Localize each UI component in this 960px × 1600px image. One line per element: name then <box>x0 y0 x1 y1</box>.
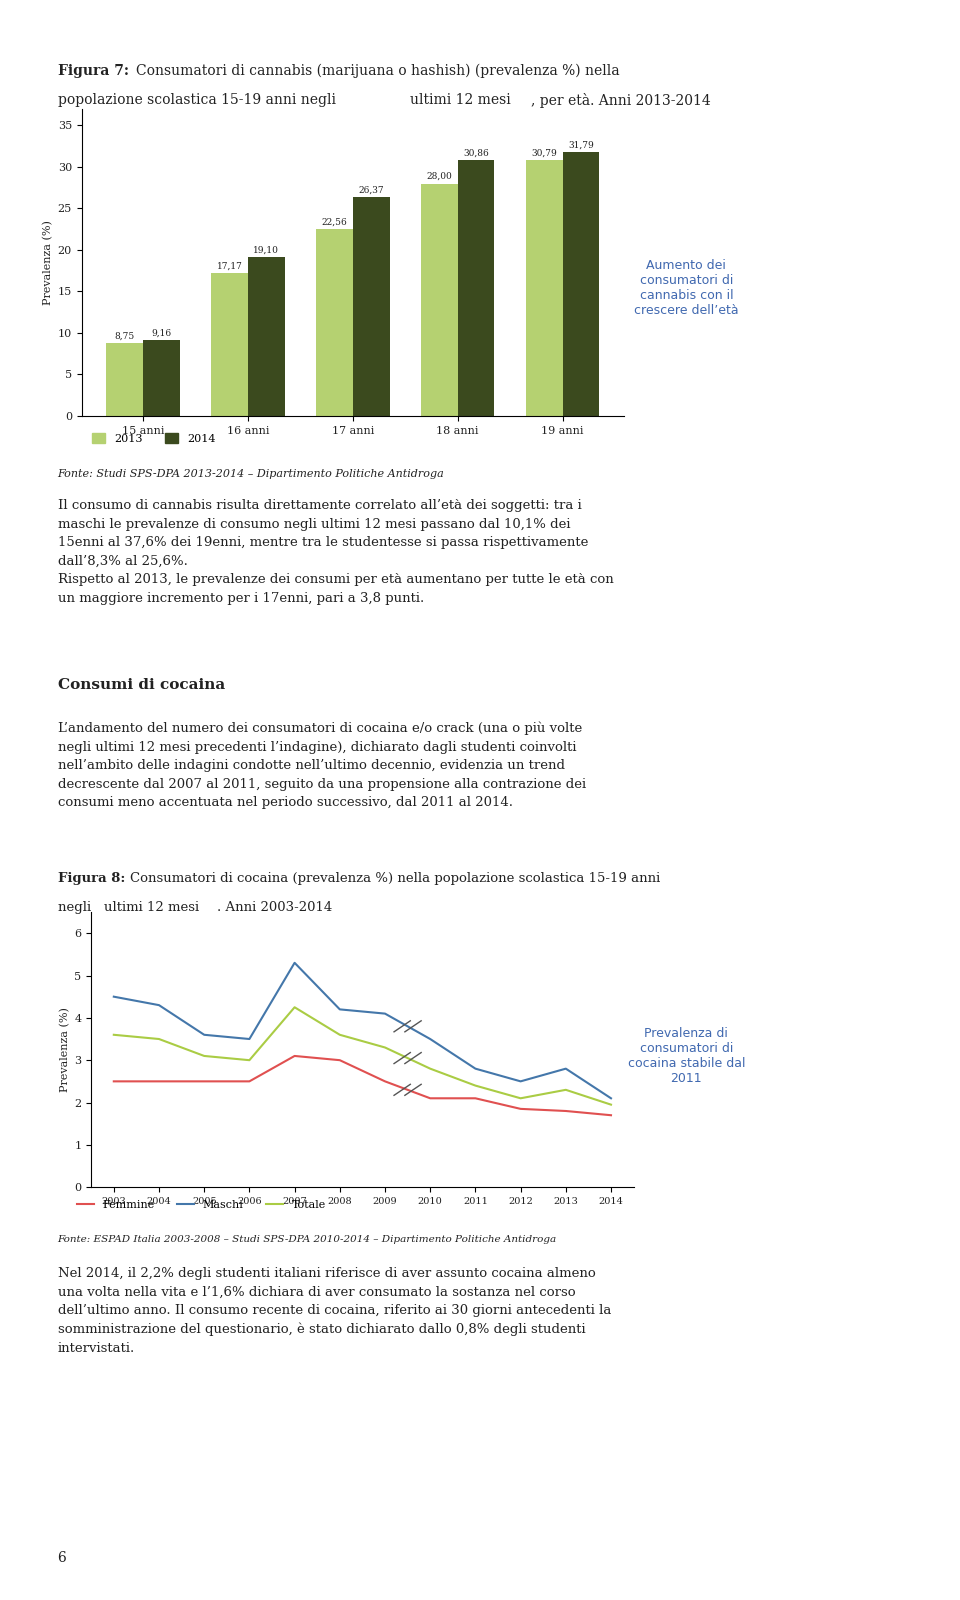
Bar <box>421 184 458 416</box>
Text: 22,56: 22,56 <box>322 218 348 226</box>
Text: 19,10: 19,10 <box>253 246 279 254</box>
Text: popolazione scolastica 15-19 anni negli: popolazione scolastica 15-19 anni negli <box>58 93 340 107</box>
Text: 6: 6 <box>58 1550 66 1565</box>
Text: Prevalenza di
consumatori di
cocaina stabile dal
2011: Prevalenza di consumatori di cocaina sta… <box>628 1027 745 1085</box>
Text: Fonte: ESPAD Italia 2003-2008 – Studi SPS-DPA 2010-2014 – Dipartimento Politiche: Fonte: ESPAD Italia 2003-2008 – Studi SP… <box>58 1235 557 1245</box>
Text: Consumatori di cannabis (marijuana o hashish) (prevalenza %) nella: Consumatori di cannabis (marijuana o has… <box>136 64 620 78</box>
Bar <box>107 344 143 416</box>
Bar <box>563 152 599 416</box>
Text: Figura 8:: Figura 8: <box>58 872 125 885</box>
Text: 26,37: 26,37 <box>358 186 384 195</box>
Text: 8,75: 8,75 <box>114 331 134 341</box>
Text: Consumatori di cocaina (prevalenza %) nella popolazione scolastica 15-19 anni: Consumatori di cocaina (prevalenza %) ne… <box>130 872 660 885</box>
Text: negli: negli <box>58 901 95 914</box>
Legend: Femmine, Maschi, Totale: Femmine, Maschi, Totale <box>73 1195 330 1214</box>
Bar <box>143 339 180 416</box>
Text: Figura 7:: Figura 7: <box>58 64 129 78</box>
Y-axis label: Prevalenza (%): Prevalenza (%) <box>43 219 54 306</box>
Bar <box>316 229 352 416</box>
Legend: 2013, 2014: 2013, 2014 <box>87 429 220 448</box>
Bar <box>211 274 248 416</box>
Text: L’andamento del numero dei consumatori di cocaina e/o crack (una o più volte
neg: L’andamento del numero dei consumatori d… <box>58 722 586 810</box>
Text: Consumi di cocaina: Consumi di cocaina <box>58 678 225 693</box>
Bar <box>458 160 494 416</box>
Y-axis label: Prevalenza (%): Prevalenza (%) <box>60 1006 70 1093</box>
Text: 31,79: 31,79 <box>568 141 594 149</box>
Text: Nel 2014, il 2,2% degli studenti italiani riferisce di aver assunto cocaina alme: Nel 2014, il 2,2% degli studenti italian… <box>58 1267 611 1355</box>
Text: 9,16: 9,16 <box>152 328 172 338</box>
Text: ultimi 12 mesi: ultimi 12 mesi <box>104 901 199 914</box>
Text: , per età. Anni 2013-2014: , per età. Anni 2013-2014 <box>531 93 710 107</box>
Text: Aumento dei
consumatori di
cannabis con il
crescere dell’età: Aumento dei consumatori di cannabis con … <box>635 259 738 317</box>
Text: ultimi 12 mesi: ultimi 12 mesi <box>410 93 511 107</box>
Text: 17,17: 17,17 <box>217 262 243 270</box>
Bar <box>248 258 284 416</box>
Bar <box>352 197 390 416</box>
Text: 30,86: 30,86 <box>463 149 489 157</box>
Text: Il consumo di cannabis risulta direttamente correlato all’età dei soggetti: tra : Il consumo di cannabis risulta direttame… <box>58 499 613 605</box>
Text: . Anni 2003-2014: . Anni 2003-2014 <box>217 901 332 914</box>
Text: 28,00: 28,00 <box>426 173 452 181</box>
Text: 30,79: 30,79 <box>532 149 557 158</box>
Bar <box>526 160 563 416</box>
Text: Fonte: Studi SPS-DPA 2013-2014 – Dipartimento Politiche Antidroga: Fonte: Studi SPS-DPA 2013-2014 – Diparti… <box>58 469 444 478</box>
